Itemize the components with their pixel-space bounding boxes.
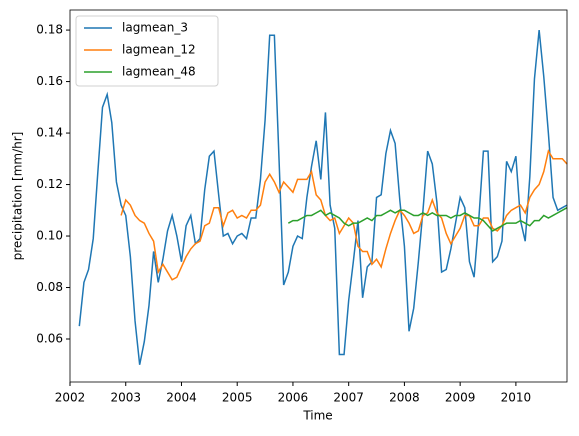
x-tick-label: 2009: [445, 391, 476, 405]
x-axis-label: Time: [302, 409, 332, 423]
y-tick-label: 0.08: [36, 280, 63, 294]
x-tick-label: 2010: [501, 391, 532, 405]
line-series: [120, 149, 568, 281]
plot-frame: [69, 9, 568, 383]
x-tick-label: 2008: [389, 391, 420, 405]
line-series: [78, 30, 568, 365]
legend-box: [75, 15, 219, 87]
line-series: [287, 207, 568, 232]
x-tick-label: 2004: [166, 391, 197, 405]
legend-label: lagmean_12: [122, 43, 196, 57]
y-tick-label: 0.14: [36, 126, 63, 140]
x-tick-label: 2005: [222, 391, 253, 405]
y-tick-label: 0.06: [36, 332, 63, 346]
y-tick-label: 0.18: [36, 23, 63, 37]
y-axis-label: precipitation [mm/hr]: [11, 132, 25, 261]
x-tick-label: 2006: [278, 391, 309, 405]
y-tick-label: 0.10: [36, 229, 63, 243]
x-tick-label: 2003: [110, 391, 141, 405]
y-tick-label: 0.12: [36, 177, 63, 191]
y-tick-label: 0.16: [36, 74, 63, 88]
legend-label: lagmean_3: [122, 21, 188, 35]
legend-label: lagmean_48: [122, 65, 196, 79]
x-tick-label: 2007: [333, 391, 364, 405]
x-tick-label: 2002: [55, 391, 86, 405]
